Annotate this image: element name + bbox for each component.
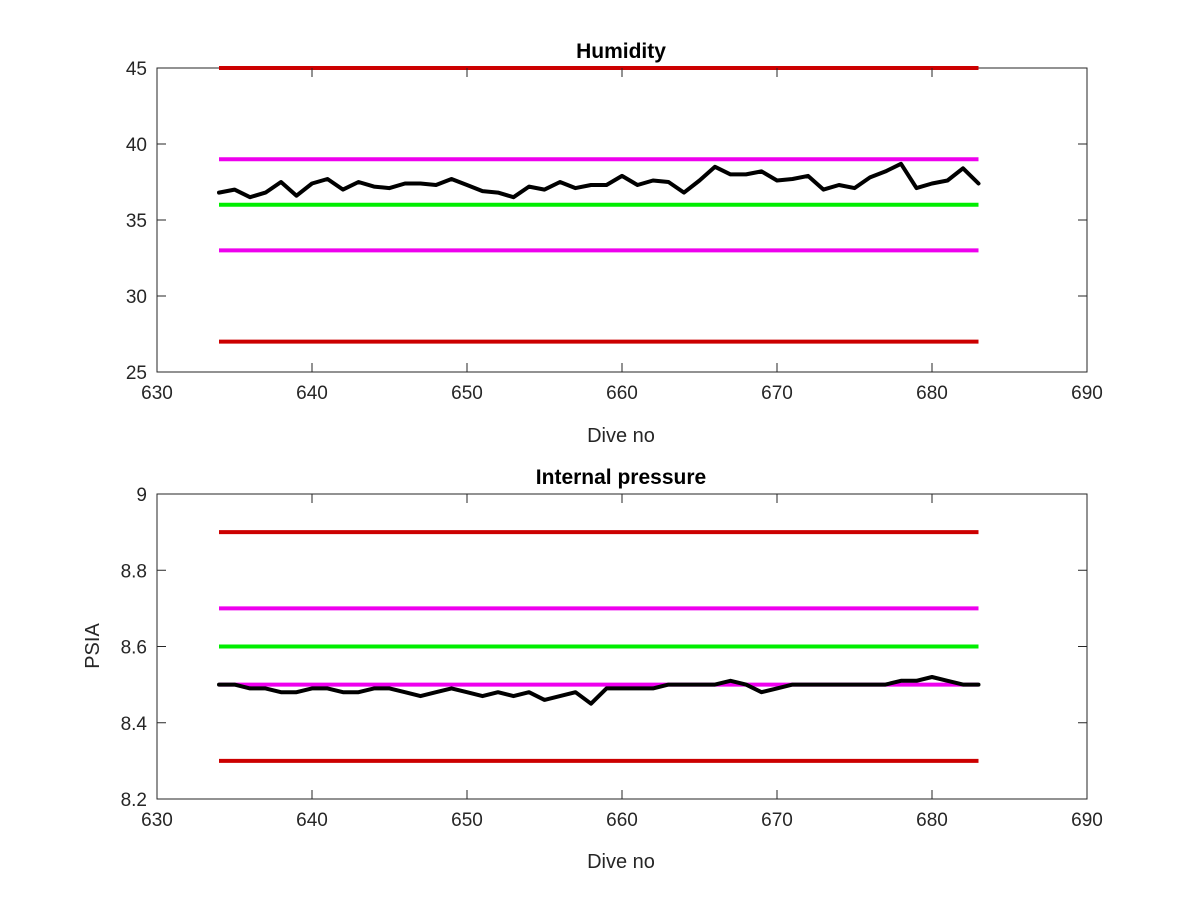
internal-pressure-chart: Internal pressure Dive no PSIA 630 640 650… — [82, 466, 1103, 873]
pressure-chart-title: Internal pressure — [536, 466, 706, 489]
pressure-y-axis-label: PSIA — [82, 623, 104, 669]
humidity-x-tick-label: 680 — [916, 383, 948, 404]
humidity-y-tick-label: 45 — [126, 59, 147, 80]
pressure-x-tick-label: 670 — [761, 810, 793, 831]
pressure-x-tick-label: 680 — [916, 810, 948, 831]
pressure-x-tick-label: 690 — [1071, 810, 1103, 831]
pressure-x-tick-label: 650 — [451, 810, 483, 831]
humidity-x-tick-label: 670 — [761, 383, 793, 404]
humidity-y-tick-label: 25 — [126, 363, 147, 384]
humidity-y-tick-label: 40 — [126, 135, 147, 156]
humidity-series-line-0 — [217, 161, 981, 200]
humidity-plot-area — [156, 67, 1088, 373]
pressure-x-tick-label: 640 — [296, 810, 328, 831]
pressure-x-tick-label: 660 — [606, 810, 638, 831]
humidity-y-tick-label: 35 — [126, 211, 147, 232]
pressure-x-tick-label: 630 — [141, 810, 173, 831]
pressure-y-tick-label: 9 — [136, 485, 147, 506]
humidity-x-tick-label: 640 — [296, 383, 328, 404]
humidity-y-tick-label: 30 — [126, 287, 147, 308]
humidity-x-tick-label: 650 — [451, 383, 483, 404]
humidity-x-tick-label: 660 — [606, 383, 638, 404]
pressure-y-tick-label: 8.2 — [121, 790, 147, 811]
humidity-chart: Humidity Dive no 630 640 650 660 670 680 690 25… — [126, 40, 1103, 447]
humidity-x-tick-label: 690 — [1071, 383, 1103, 404]
pressure-y-tick-label: 8.4 — [121, 714, 148, 735]
humidity-chart-title: Humidity — [576, 40, 666, 63]
pressure-series-line-0 — [217, 675, 981, 706]
pressure-y-tick-label: 8.8 — [121, 561, 147, 582]
pressure-y-tick-label: 8.6 — [121, 638, 147, 659]
humidity-x-axis-label: Dive no — [587, 425, 655, 447]
humidity-x-tick-label: 630 — [141, 383, 173, 404]
pressure-x-axis-label: Dive no — [587, 851, 655, 873]
